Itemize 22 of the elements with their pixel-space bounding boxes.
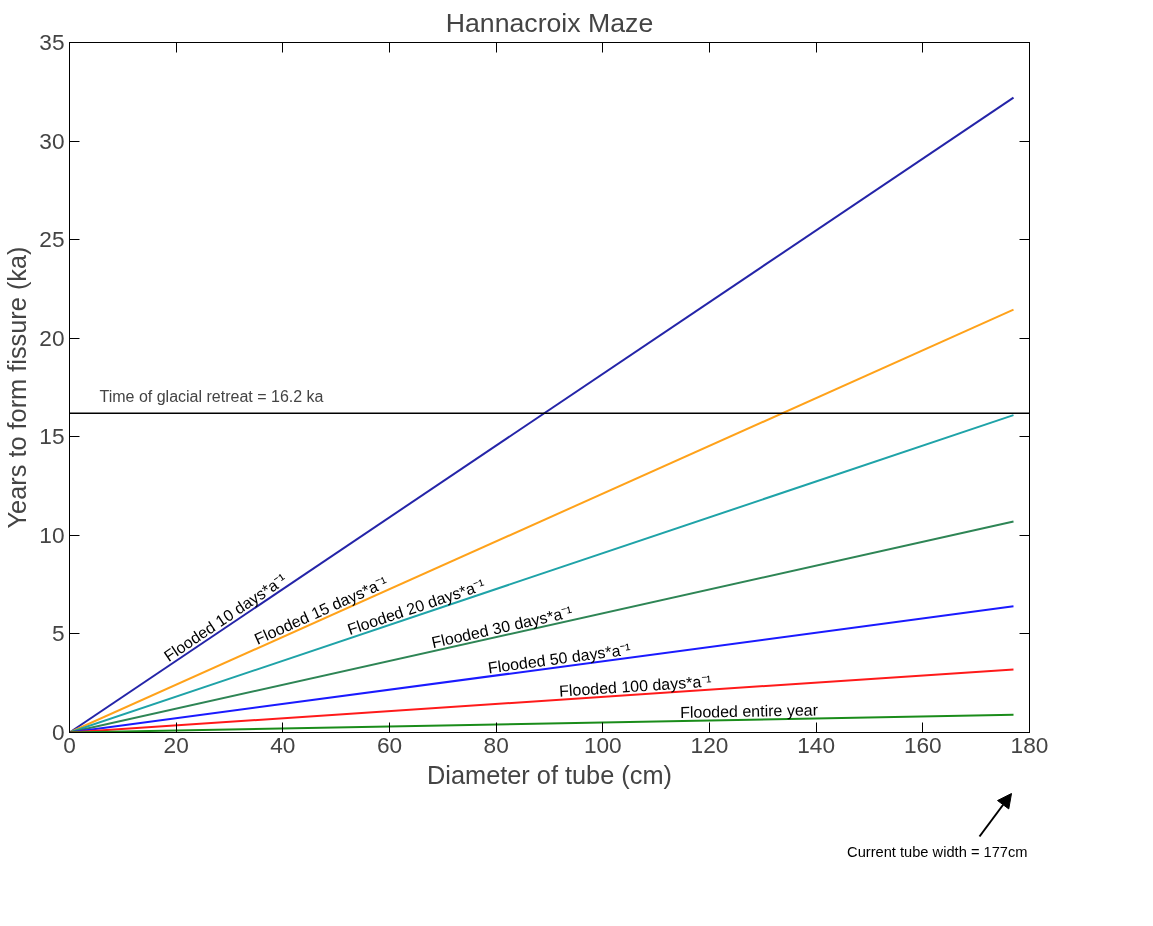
x-tick-label: 20: [163, 731, 189, 758]
y-axis-title: Years to form fissure (ka): [3, 246, 32, 529]
y-tick-label: 20: [39, 324, 65, 351]
x-tick-label: 180: [1010, 731, 1049, 758]
x-tick-label: 60: [376, 731, 403, 758]
text: Current tube width = 177cm: [847, 843, 1028, 860]
chart-title: Hannacroix Maze: [445, 7, 654, 38]
x-tick-label: 40: [270, 731, 296, 758]
x-tick-label: 80: [483, 731, 509, 758]
y-tick-label: 15: [39, 423, 65, 450]
y-tick-label: 35: [39, 29, 65, 55]
x-axis-title: Diameter of tube (cm): [427, 760, 672, 789]
x-tick-label: 100: [583, 731, 622, 758]
y-tick-label: 30: [39, 127, 65, 154]
series-label: Flooded entire year: [679, 701, 819, 722]
y-tick-label: 25: [39, 226, 65, 253]
x-tick-label: 160: [903, 731, 942, 758]
x-tick-label: 140: [797, 731, 836, 758]
x-tick-label: 120: [690, 731, 729, 758]
ref-line-label: Time of glacial retreat = 16.2 ka: [99, 388, 324, 406]
y-tick-label: 10: [39, 521, 65, 548]
y-tick-label: 5: [51, 620, 65, 647]
